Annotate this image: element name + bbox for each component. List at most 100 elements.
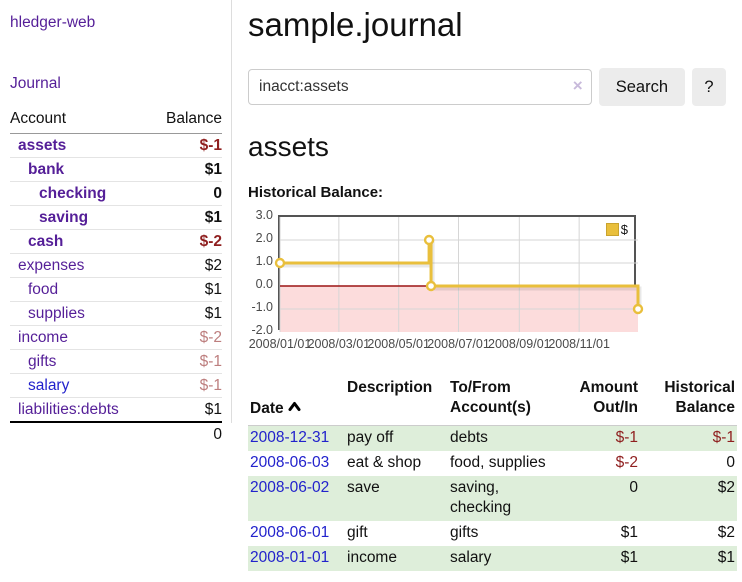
page-title: sample.journal <box>248 6 463 43</box>
accounts-total-row: 0 <box>10 421 222 446</box>
legend-swatch <box>605 223 619 236</box>
register-header-date-label: Date <box>250 400 284 417</box>
register-header-description: Description <box>345 376 448 426</box>
account-balance: 0 <box>149 181 222 206</box>
accounts-total-value: 0 <box>149 421 222 446</box>
transaction-description: pay off <box>347 429 394 446</box>
account-balance: $1 <box>149 157 222 182</box>
historical-balance-chart: $ 3.0 2.0 1.0 0.0 -1.0 -2.0 2008/01/01 2008/03/… <box>248 208 726 355</box>
register-header-balance: Historical Balance <box>640 376 737 426</box>
register-header-amount: Amount Out/In <box>558 376 640 426</box>
help-button[interactable]: ? <box>692 68 726 106</box>
transaction-accounts: food, supplies <box>450 454 546 471</box>
transaction-description: eat & shop <box>347 454 422 471</box>
account-link[interactable]: checking <box>39 185 107 202</box>
transaction-row[interactable]: 2008-06-03 eat & shop food, supplies $-2 0 <box>248 451 737 476</box>
chart-legend: $ <box>604 222 629 237</box>
transaction-balance: 0 <box>726 454 735 471</box>
account-row: bank $1 <box>10 157 222 182</box>
transaction-balance: $2 <box>717 479 735 496</box>
account-row: food $1 <box>10 277 222 302</box>
search-button[interactable]: Search <box>598 68 685 106</box>
account-row: cash $-2 <box>10 229 222 254</box>
account-link[interactable]: gifts <box>28 353 57 370</box>
sort-ascending-icon <box>288 398 301 418</box>
x-axis-tick-label: 2008/05/01 <box>367 337 430 351</box>
account-link[interactable]: bank <box>28 161 65 178</box>
transaction-accounts: gifts <box>450 524 479 541</box>
register-table: Date Description To/From Account(s) Amou… <box>248 376 737 571</box>
account-row: assets $-1 <box>10 133 222 158</box>
legend-label: $ <box>620 222 628 237</box>
account-balance: $1 <box>149 301 222 326</box>
y-axis-tick-label: 1.0 <box>255 254 273 268</box>
account-row: income $-2 <box>10 325 222 350</box>
main-content: sample.journal × Search ? assets Histori… <box>232 0 737 571</box>
sidebar-item-journal[interactable]: Journal <box>10 75 61 92</box>
search-input[interactable] <box>248 69 592 105</box>
account-title: assets <box>248 131 329 162</box>
transaction-description: income <box>347 549 397 566</box>
account-link[interactable]: liabilities:debts <box>18 401 119 418</box>
x-axis-tick-label: 2008/09/01 <box>488 337 551 351</box>
account-link[interactable]: assets <box>18 137 67 154</box>
transaction-description: save <box>347 479 380 496</box>
accounts-header-balance: Balance <box>149 107 222 134</box>
transaction-date-link[interactable]: 2008-06-03 <box>250 454 330 471</box>
transaction-balance: $1 <box>717 549 735 566</box>
y-axis-tick-label: -2.0 <box>251 323 273 337</box>
y-axis-tick-label: 2.0 <box>255 231 273 245</box>
transaction-amount: $-1 <box>615 429 638 446</box>
transaction-row[interactable]: 2008-01-01 income salary $1 $1 <box>248 546 737 571</box>
transaction-accounts: saving, checking <box>450 479 512 516</box>
account-link[interactable]: salary <box>28 377 70 394</box>
transaction-amount: $1 <box>620 524 638 541</box>
clear-search-icon[interactable]: × <box>572 76 583 95</box>
account-balance: $1 <box>149 397 222 423</box>
transaction-date-link[interactable]: 2008-01-01 <box>250 549 330 566</box>
account-balance: $-2 <box>149 325 222 350</box>
register-header-row: Date Description To/From Account(s) Amou… <box>248 376 737 426</box>
account-balance: $1 <box>149 205 222 230</box>
brand-link[interactable]: hledger-web <box>10 14 96 31</box>
account-link[interactable]: expenses <box>18 257 85 274</box>
accounts-table: Account Balance assets $-1 bank $1 checking 0… <box>10 107 222 446</box>
account-row: salary $-1 <box>10 373 222 398</box>
transaction-balance: $2 <box>717 524 735 541</box>
account-link[interactable]: food <box>28 281 59 298</box>
account-balance: $1 <box>149 277 222 302</box>
account-link[interactable]: income <box>18 329 68 346</box>
account-link[interactable]: saving <box>39 209 89 226</box>
account-balance: $2 <box>149 253 222 278</box>
transaction-date-link[interactable]: 2008-12-31 <box>250 429 330 446</box>
account-link[interactable]: cash <box>28 233 64 250</box>
register-header-date[interactable]: Date <box>248 376 345 426</box>
transaction-row[interactable]: 2008-06-01 gift gifts $1 $2 <box>248 521 737 546</box>
transaction-date-link[interactable]: 2008-06-01 <box>250 524 330 541</box>
accounts-header-account: Account <box>10 107 150 134</box>
account-row: checking 0 <box>10 181 222 206</box>
y-axis-tick-label: -1.0 <box>251 300 273 314</box>
account-row: expenses $2 <box>10 253 222 278</box>
transaction-amount: 0 <box>629 479 638 496</box>
sidebar: hledger-web Journal Account Balance asse… <box>0 0 232 446</box>
account-balance: $-1 <box>149 349 222 374</box>
account-row: supplies $1 <box>10 301 222 326</box>
x-axis-tick-label: 2008/03/01 <box>307 337 371 351</box>
transaction-accounts: debts <box>450 429 488 446</box>
account-link[interactable]: supplies <box>28 305 85 322</box>
register-header-accounts: To/From Account(s) <box>448 376 558 426</box>
account-balance: $-2 <box>149 229 222 254</box>
transaction-row[interactable]: 2008-12-31 pay off debts $-1 $-1 <box>248 425 737 451</box>
chart-plot-area: $ <box>274 215 644 332</box>
x-axis-tick-label: 2008/07/01 <box>427 337 490 351</box>
transaction-description: gift <box>347 524 368 541</box>
transaction-amount: $-2 <box>615 454 638 471</box>
transaction-accounts: salary <box>450 549 492 566</box>
y-axis-tick-label: 3.0 <box>255 208 273 222</box>
transaction-row[interactable]: 2008-06-02 save saving, checking 0 $2 <box>248 476 737 521</box>
account-balance: $-1 <box>149 373 222 398</box>
search-input-wrap: × <box>248 69 592 105</box>
transaction-date-link[interactable]: 2008-06-02 <box>250 479 330 496</box>
